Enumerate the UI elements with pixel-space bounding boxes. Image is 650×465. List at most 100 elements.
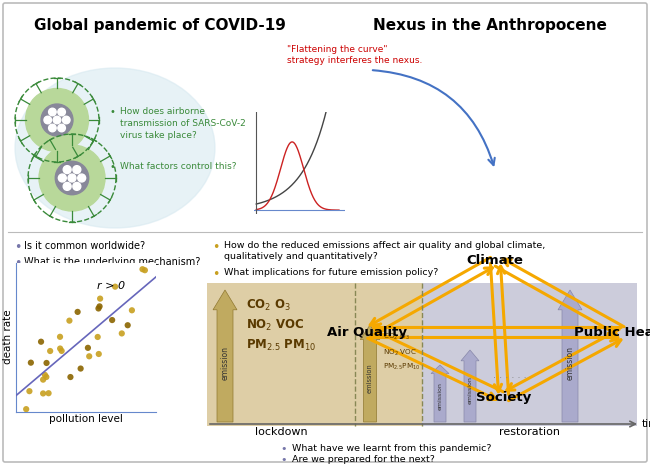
Point xyxy=(94,350,104,358)
Text: . . . . . .: . . . . . . xyxy=(493,370,526,380)
Point xyxy=(94,303,105,310)
Circle shape xyxy=(63,182,71,190)
Point xyxy=(41,373,51,381)
Text: lockdown: lockdown xyxy=(255,427,307,437)
Circle shape xyxy=(78,174,86,182)
Text: Is it common worldwide?: Is it common worldwide? xyxy=(24,241,145,251)
X-axis label: pollution level: pollution level xyxy=(49,414,123,424)
Point xyxy=(140,266,150,274)
Text: Are we prepared for the next?: Are we prepared for the next? xyxy=(292,455,435,464)
Point xyxy=(84,352,94,360)
Point xyxy=(107,316,118,324)
Text: •: • xyxy=(280,444,287,454)
Point xyxy=(45,347,55,355)
Text: What have we learnt from this pandemic?: What have we learnt from this pandemic? xyxy=(292,444,491,453)
Text: •: • xyxy=(109,107,115,117)
Ellipse shape xyxy=(15,68,215,228)
Point xyxy=(75,365,86,372)
Text: NO$_2$ VOC: NO$_2$ VOC xyxy=(383,348,417,358)
Text: emission: emission xyxy=(437,382,443,410)
Point xyxy=(38,376,48,383)
Text: "Flattening the curve"
strategy interferes the nexus.: "Flattening the curve" strategy interfer… xyxy=(287,45,422,66)
Text: emission: emission xyxy=(566,345,575,379)
Text: r > 0: r > 0 xyxy=(98,280,125,291)
Text: •: • xyxy=(212,241,220,254)
Text: emission: emission xyxy=(467,376,473,404)
Circle shape xyxy=(62,116,70,124)
Text: Nexus in the Anthropocene: Nexus in the Anthropocene xyxy=(373,18,607,33)
Text: •: • xyxy=(212,268,220,281)
Circle shape xyxy=(73,182,81,190)
Text: What implications for future emission policy?: What implications for future emission po… xyxy=(224,268,438,277)
Point xyxy=(72,308,83,316)
Point xyxy=(95,295,105,302)
Point xyxy=(44,390,54,397)
Text: •: • xyxy=(280,455,287,465)
Point xyxy=(92,333,103,341)
Text: NO$_2$ VOC: NO$_2$ VOC xyxy=(246,318,305,333)
Point xyxy=(42,359,52,367)
Point xyxy=(36,338,46,345)
Point xyxy=(83,344,93,352)
Circle shape xyxy=(49,108,56,116)
Text: How do the reduced emissions affect air quality and global climate,
qualitativel: How do the reduced emissions affect air … xyxy=(224,241,545,261)
Text: •: • xyxy=(14,257,21,270)
Text: •: • xyxy=(14,241,21,254)
Point xyxy=(64,317,75,325)
Circle shape xyxy=(41,104,73,136)
Text: Climate: Climate xyxy=(467,254,524,267)
FancyArrow shape xyxy=(213,290,237,422)
Text: Public Health: Public Health xyxy=(574,326,650,339)
FancyArrow shape xyxy=(360,325,380,422)
Text: emission: emission xyxy=(367,364,373,393)
Y-axis label: COVID-19
death rate: COVID-19 death rate xyxy=(0,310,14,365)
Circle shape xyxy=(73,166,81,173)
Text: Air Quality: Air Quality xyxy=(327,326,408,339)
Circle shape xyxy=(63,166,71,173)
Point xyxy=(25,359,36,366)
Text: What factors control this?: What factors control this? xyxy=(120,162,237,171)
Circle shape xyxy=(39,145,105,211)
Circle shape xyxy=(58,124,66,132)
Text: How does airborne
transmission of SARS-CoV-2
virus take place?: How does airborne transmission of SARS-C… xyxy=(120,107,246,140)
Circle shape xyxy=(44,116,51,124)
FancyArrow shape xyxy=(461,350,479,422)
Text: time: time xyxy=(642,419,650,429)
Text: CO$_2$ O$_3$: CO$_2$ O$_3$ xyxy=(383,332,410,342)
Point xyxy=(21,405,31,413)
FancyArrowPatch shape xyxy=(372,70,495,165)
Point xyxy=(122,321,133,329)
Point xyxy=(65,373,75,381)
Text: What is the underlying mechanism?: What is the underlying mechanism? xyxy=(24,257,200,267)
Circle shape xyxy=(58,108,66,116)
Point xyxy=(24,387,34,395)
Text: restoration: restoration xyxy=(499,427,560,437)
Point xyxy=(116,330,127,337)
Text: PM$_{2.5}$ PM$_{10}$: PM$_{2.5}$ PM$_{10}$ xyxy=(246,338,317,353)
Circle shape xyxy=(53,116,61,124)
Circle shape xyxy=(49,124,56,132)
Point xyxy=(55,345,66,352)
Circle shape xyxy=(55,161,88,195)
Text: CO$_2$ O$_3$: CO$_2$ O$_3$ xyxy=(246,298,291,313)
Point xyxy=(127,306,137,314)
FancyArrow shape xyxy=(558,290,582,422)
Point xyxy=(110,283,120,290)
Point xyxy=(57,347,67,355)
Circle shape xyxy=(58,174,66,182)
Point xyxy=(55,333,65,340)
Circle shape xyxy=(25,88,88,152)
Text: PM$_{2.5}$PM$_{10}$: PM$_{2.5}$PM$_{10}$ xyxy=(383,362,421,372)
Text: Society: Society xyxy=(476,391,532,404)
Text: emission: emission xyxy=(220,345,229,379)
Point xyxy=(93,305,103,312)
FancyArrow shape xyxy=(431,365,449,422)
FancyBboxPatch shape xyxy=(3,3,647,462)
Point xyxy=(137,266,148,273)
Text: Global pandemic of COVID-19: Global pandemic of COVID-19 xyxy=(34,18,286,33)
Text: •: • xyxy=(109,162,115,172)
Point xyxy=(40,371,50,379)
Point xyxy=(38,390,48,397)
Bar xyxy=(207,283,422,426)
Circle shape xyxy=(68,174,76,182)
